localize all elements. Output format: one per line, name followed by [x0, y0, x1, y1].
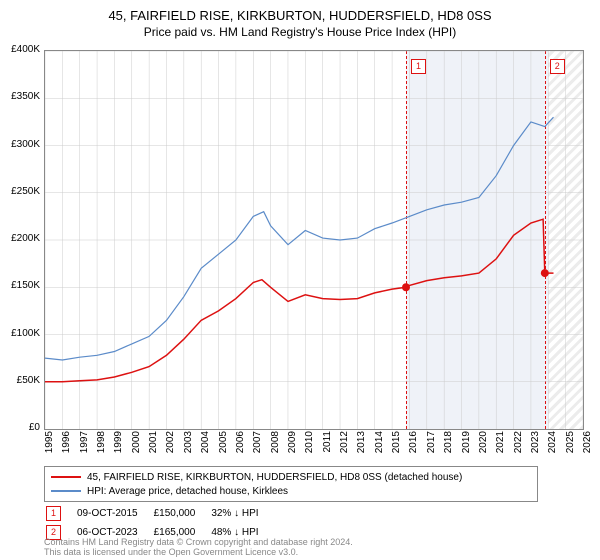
x-axis-label: 2004: [200, 431, 211, 461]
chart-marker-label-1: 1: [411, 59, 426, 74]
x-axis-label: 2003: [183, 431, 194, 461]
x-axis-label: 2014: [374, 431, 385, 461]
x-axis-label: 2012: [339, 431, 350, 461]
marker-num-1: 1: [46, 506, 61, 521]
y-axis-label: £300K: [0, 139, 40, 150]
x-axis-label: 2006: [235, 431, 246, 461]
x-axis-label: 2018: [443, 431, 454, 461]
x-axis-label: 1997: [79, 431, 90, 461]
legend-swatch-2: [51, 490, 81, 492]
x-axis-label: 2000: [131, 431, 142, 461]
x-axis-label: 1995: [44, 431, 55, 461]
x-axis-label: 2026: [582, 431, 593, 461]
x-axis-label: 1996: [61, 431, 72, 461]
x-axis-label: 2020: [478, 431, 489, 461]
x-axis-label: 2002: [165, 431, 176, 461]
x-axis-label: 2016: [408, 431, 419, 461]
legend-label-1: 45, FAIRFIELD RISE, KIRKBURTON, HUDDERSF…: [87, 472, 462, 483]
x-axis-label: 2024: [547, 431, 558, 461]
x-axis-label: 2011: [322, 431, 333, 461]
y-axis-label: £0: [0, 422, 40, 433]
legend-row-1: 45, FAIRFIELD RISE, KIRKBURTON, HUDDERSF…: [51, 470, 531, 484]
marker-price-1: £150,000: [154, 505, 210, 522]
x-axis-label: 1999: [113, 431, 124, 461]
x-axis-label: 2008: [270, 431, 281, 461]
legend-label-2: HPI: Average price, detached house, Kirk…: [87, 486, 288, 497]
y-axis-label: £150K: [0, 280, 40, 291]
x-axis-label: 2022: [513, 431, 524, 461]
x-axis-label: 2019: [461, 431, 472, 461]
y-axis-label: £350K: [0, 91, 40, 102]
chart-title: 45, FAIRFIELD RISE, KIRKBURTON, HUDDERSF…: [0, 0, 600, 23]
y-axis-label: £200K: [0, 233, 40, 244]
chart-subtitle: Price paid vs. HM Land Registry's House …: [0, 23, 600, 39]
x-axis-label: 2025: [565, 431, 576, 461]
footer: Contains HM Land Registry data © Crown c…: [44, 538, 353, 558]
chart-svg: [45, 51, 583, 429]
x-axis-label: 2001: [148, 431, 159, 461]
x-axis-label: 2013: [356, 431, 367, 461]
marker-date-1: 09-OCT-2015: [77, 505, 152, 522]
y-axis-label: £250K: [0, 186, 40, 197]
marker-row-1: 1 09-OCT-2015 £150,000 32% ↓ HPI: [46, 505, 273, 522]
x-axis-label: 2009: [287, 431, 298, 461]
y-axis-label: £50K: [0, 375, 40, 386]
x-axis-label: 2021: [495, 431, 506, 461]
footer-line-2: This data is licensed under the Open Gov…: [44, 548, 353, 558]
legend-swatch-1: [51, 476, 81, 478]
x-axis-label: 2015: [391, 431, 402, 461]
chart-marker-label-2: 2: [550, 59, 565, 74]
chart-plot-area: 1 2: [44, 50, 584, 430]
legend-row-2: HPI: Average price, detached house, Kirk…: [51, 484, 531, 498]
x-axis-label: 2005: [218, 431, 229, 461]
x-axis-label: 1998: [96, 431, 107, 461]
marker-diff-1: 32% ↓ HPI: [211, 505, 272, 522]
y-axis-label: £100K: [0, 328, 40, 339]
y-axis-label: £400K: [0, 44, 40, 55]
x-axis-label: 2023: [530, 431, 541, 461]
x-axis-label: 2017: [426, 431, 437, 461]
x-axis-label: 2007: [252, 431, 263, 461]
legend: 45, FAIRFIELD RISE, KIRKBURTON, HUDDERSF…: [44, 466, 538, 502]
x-axis-label: 2010: [304, 431, 315, 461]
